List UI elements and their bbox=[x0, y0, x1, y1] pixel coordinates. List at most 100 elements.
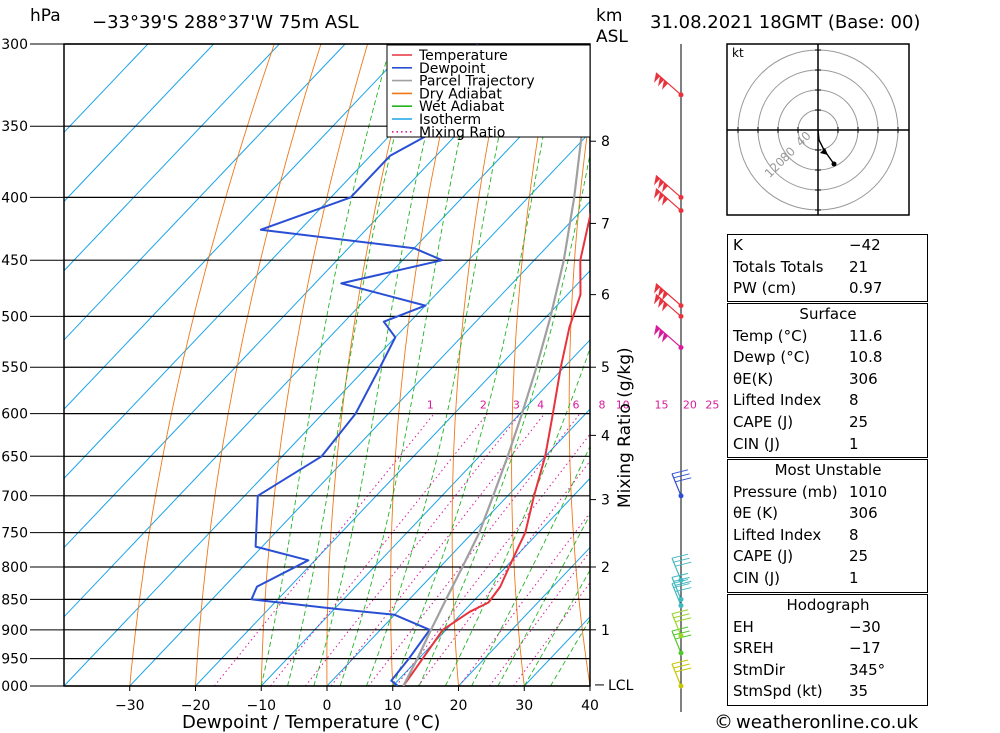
most-unstable-row: Pressure (mb) 1010 bbox=[728, 482, 927, 504]
pressure-tick-label: 1000 bbox=[0, 679, 28, 695]
wind-barb-tick bbox=[671, 469, 689, 475]
surface-row: Temp (°C) 11.6 bbox=[728, 326, 927, 348]
mixing-ratio-axis-label: Mixing Ratio (g/kg) bbox=[615, 347, 635, 508]
isotherm-line bbox=[64, 44, 215, 203]
wind-barb-flag bbox=[654, 188, 660, 199]
km-tick-label: 7 bbox=[601, 216, 610, 232]
wind-barb-tick bbox=[673, 557, 690, 563]
dry-adiabat-line bbox=[129, 44, 275, 686]
pressure-tick-label: 900 bbox=[1, 623, 28, 639]
wind-barb-staff bbox=[671, 577, 682, 600]
pressure-tick-label: 450 bbox=[1, 253, 28, 269]
km-unit-label: km bbox=[596, 6, 622, 26]
wind-barb-tick bbox=[673, 663, 690, 669]
wind-barb bbox=[671, 609, 692, 639]
isotherm-line bbox=[326, 408, 590, 686]
hodograph-param-label: StmDir bbox=[733, 660, 785, 679]
surface-value: 11.6 bbox=[849, 326, 883, 345]
pressure-tick-label: 550 bbox=[1, 360, 28, 376]
most-unstable-row: CAPE (J) 25 bbox=[728, 546, 927, 568]
wet-adiabat-line bbox=[260, 44, 392, 686]
hodograph-param-value: −30 bbox=[849, 617, 881, 636]
isotherm-line bbox=[64, 44, 280, 272]
wind-barb-tick bbox=[673, 473, 690, 479]
wind-barb-staff bbox=[671, 473, 682, 497]
dry-adiabat-line bbox=[927, 44, 1000, 686]
wind-barb bbox=[654, 174, 684, 200]
hodograph-param-value: −17 bbox=[849, 639, 881, 658]
dry-adiabat-line bbox=[679, 44, 722, 686]
temperature-tick-label: 10 bbox=[384, 698, 402, 714]
hpa-unit-label: hPa bbox=[30, 6, 61, 26]
index-value: −42 bbox=[849, 236, 881, 254]
index-label: PW (cm) bbox=[733, 279, 797, 298]
wind-barb-tick bbox=[675, 634, 692, 640]
hodograph-param-row: SREH −17 bbox=[728, 638, 927, 660]
pressure-tick-label: 500 bbox=[1, 309, 28, 325]
wind-barb-tick bbox=[673, 630, 690, 636]
hodograph-param-label: EH bbox=[733, 617, 754, 636]
temperature-curve bbox=[402, 211, 590, 686]
most-unstable-label: CAPE (J) bbox=[733, 547, 794, 566]
wind-barb-tick bbox=[675, 617, 692, 623]
most-unstable-row: CIN (J) 1 bbox=[728, 568, 927, 590]
wind-barb-staff bbox=[671, 583, 682, 606]
surface-row: θE(K) 306 bbox=[728, 369, 927, 391]
temperature-tick-label: 40 bbox=[581, 698, 599, 714]
pressure-tick-label: 700 bbox=[1, 489, 28, 505]
legend-entry: Isotherm bbox=[419, 112, 481, 128]
km-tick-label: 1 bbox=[601, 623, 610, 639]
pressure-tick-label: 850 bbox=[1, 592, 28, 608]
km-tick-label: 8 bbox=[601, 134, 610, 150]
wind-barb bbox=[654, 72, 684, 98]
pressure-tick-label: 800 bbox=[1, 560, 28, 576]
most-unstable-panel: Most Unstable Pressure (mb) 1010 θE (K) 306… bbox=[727, 459, 928, 593]
hodograph-trace bbox=[817, 129, 835, 165]
hodograph-end-dot bbox=[831, 161, 837, 167]
wind-barb bbox=[654, 293, 684, 319]
isotherm-line bbox=[392, 477, 590, 686]
wind-barb-tick bbox=[675, 477, 692, 483]
dry-adiabat-line bbox=[974, 44, 1000, 686]
pressure-tick-label: 350 bbox=[1, 119, 28, 135]
km-tick-label: 4 bbox=[601, 428, 610, 444]
dry-adiabat-line bbox=[568, 110, 590, 686]
wind-barb-staff bbox=[671, 557, 682, 581]
wind-barb-flag bbox=[662, 195, 668, 206]
isotherm-line bbox=[64, 131, 590, 686]
mixing-ratio-line bbox=[417, 460, 590, 686]
x-axis-label: Dewpoint / Temperature (°C) bbox=[182, 712, 440, 733]
wind-barb-flag bbox=[658, 76, 664, 87]
hodograph-panel: Hodograph EH −30 SREH −17 StmDir 345° StmSpd (… bbox=[727, 594, 928, 706]
copyright-symbol: © bbox=[714, 711, 733, 733]
wind-barb-column bbox=[654, 44, 692, 712]
surface-row: CAPE (J) 25 bbox=[728, 412, 927, 434]
pressure-tick-label: 600 bbox=[1, 407, 28, 423]
isotherm-line bbox=[260, 339, 590, 686]
indices-panel: K −42 Totals Totals 21 PW (cm) 0.97 bbox=[727, 234, 928, 302]
km-tick-label: 5 bbox=[601, 360, 610, 376]
wind-barb-tick bbox=[671, 572, 689, 578]
temperature-tick-label: −20 bbox=[181, 698, 211, 714]
index-label: K bbox=[733, 236, 743, 254]
hodograph-param-value: 345° bbox=[849, 660, 886, 679]
wind-barb-flag bbox=[658, 192, 664, 203]
hodograph-param-label: SREH bbox=[733, 639, 774, 658]
surface-row: CIN (J) 1 bbox=[728, 434, 927, 456]
axes: 1 2 3 4 6 8 10 15 20 2530035040045050055060065070… bbox=[0, 37, 719, 714]
mixing-ratio-line bbox=[330, 413, 545, 686]
most-unstable-label: θE (K) bbox=[733, 504, 778, 523]
dry-adiabat-line bbox=[195, 44, 322, 686]
plot-frame bbox=[63, 43, 591, 687]
km-tick-label: 6 bbox=[601, 288, 610, 304]
wind-barb-flag bbox=[654, 283, 660, 294]
wind-barb-tick bbox=[671, 553, 689, 559]
index-row: Totals Totals 21 bbox=[728, 257, 927, 279]
hodograph-param-row: EH −30 bbox=[728, 617, 927, 639]
legend-entry: Dry Adiabat bbox=[419, 86, 502, 102]
wind-barb-flag bbox=[662, 332, 668, 343]
wind-barb-tick bbox=[673, 613, 690, 619]
asl-unit-label: ASL bbox=[596, 27, 628, 47]
